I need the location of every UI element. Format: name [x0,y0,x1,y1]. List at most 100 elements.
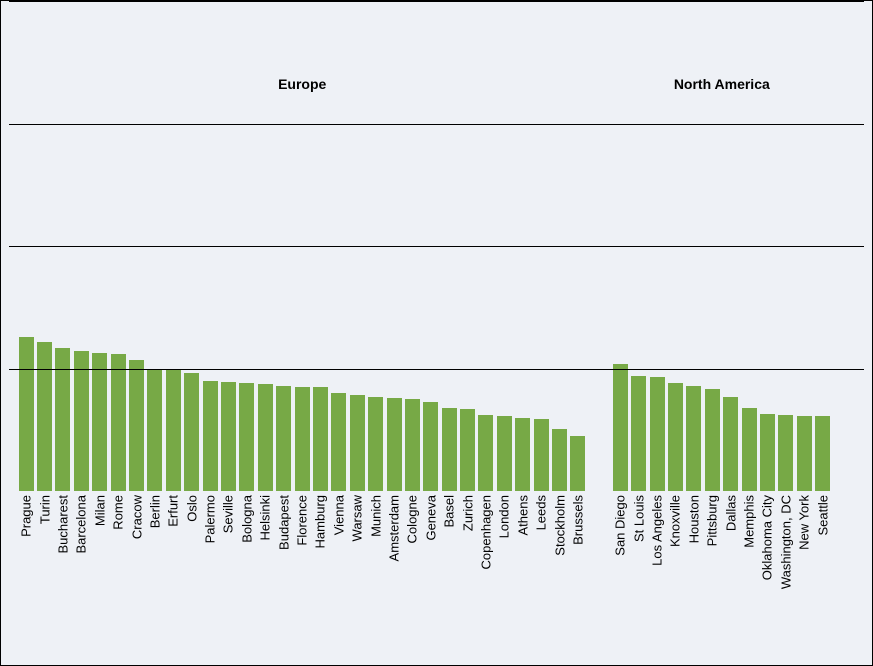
axis-label-cell: Warsaw [348,495,366,665]
bar [146,369,164,492]
bar-fill [387,398,402,491]
axis-label-cell: Geneva [422,495,440,665]
axis-label-cell: Turin [35,495,53,665]
bar [109,354,127,491]
bar [795,416,813,491]
bar-fill [705,389,720,491]
bar [777,415,795,491]
axis-label: Amsterdam [387,495,402,561]
bar-fill [815,416,830,491]
axis-label-cell: Helsinki [256,495,274,665]
bar-fill [37,342,52,491]
bar-fill [423,402,438,491]
bar-fill [478,415,493,491]
bar-fill [331,393,346,491]
axis-label-cell: Munich [366,495,384,665]
axis-label-cell: Bologna [238,495,256,665]
axis-label: Zurich [460,495,475,531]
bar [348,395,366,491]
axis-label: London [497,495,512,538]
bar-fill [552,429,567,491]
bar [477,415,495,491]
axis-label-cell: Seville [219,495,237,665]
axis-label: Athens [515,495,530,535]
bar [550,429,568,491]
bar [256,384,274,491]
bar-fill [313,387,328,491]
bar [685,386,703,491]
bar-chart: EuropeNorth America PragueTurinBucharest… [0,0,873,666]
bar [91,353,109,491]
bar-fill [497,416,512,491]
axis-label-cell: St Louis [630,495,648,665]
bar [293,387,311,491]
axis-label-cell: Rome [109,495,127,665]
axis-label: New York [797,495,812,550]
bar-fill [460,409,475,491]
gridline [9,246,864,247]
region-label: Europe [278,76,326,92]
bar-fill [203,381,218,491]
gridline [9,1,864,2]
axis-label-cell: Barcelona [72,495,90,665]
bar [532,419,550,491]
axis-label-cell: Hamburg [311,495,329,665]
bar-fill [92,353,107,491]
axis-label: Copenhagen [478,495,493,569]
bars-container [9,337,864,491]
bar-fill [166,370,181,491]
plot-area: EuropeNorth America [9,1,864,491]
bar [630,376,648,491]
axis-label-cell: Basel [440,495,458,665]
axis-label-cell: London [495,495,513,665]
axis-label-cell: Washington, DC [777,495,795,665]
bar [611,364,629,491]
axis-label: Oslo [184,495,199,522]
bar-fill [74,351,89,491]
axis-label: St Louis [631,495,646,542]
axis-label-cell: Prague [17,495,35,665]
axis-label: Dallas [723,495,738,531]
axis-label-cell: Houston [685,495,703,665]
axis-label: Warsaw [350,495,365,541]
bar-fill [350,395,365,491]
axis-label: San Diego [613,495,628,556]
axis-label: Florence [295,495,310,546]
axis-label-cell: Palermo [201,495,219,665]
axis-label: Bucharest [55,495,70,554]
axis-label-cell: Leeds [532,495,550,665]
bar-fill [760,414,775,491]
axis-label-cell: San Diego [611,495,629,665]
axis-label: Prague [19,495,34,537]
axis-label-cell: Stockholm [550,495,568,665]
labels-container: PragueTurinBucharestBarcelonaMilanRomeCr… [9,495,864,665]
bar [569,436,587,491]
axis-label: Bologna [239,495,254,543]
bar-fill [650,377,665,491]
bar-fill [442,408,457,491]
bar [164,370,182,491]
bar [72,351,90,491]
bar-fill [405,399,420,491]
axis-label: Hamburg [313,495,328,548]
axis-label: Houston [686,495,701,543]
axis-label: Geneva [423,495,438,541]
axis-label-cell: Milan [91,495,109,665]
bar [740,408,758,491]
bar [366,397,384,491]
axis-label-cell: Oslo [183,495,201,665]
axis-label-cell: Florence [293,495,311,665]
bar [495,416,513,491]
bar-fill [19,337,34,491]
axis-label: Washington, DC [778,495,793,589]
axis-label: Seattle [815,495,830,535]
axis-label-cell: Vienna [330,495,348,665]
axis-label: Budapest [276,495,291,550]
axis-label: Leeds [534,495,549,530]
bar-fill [668,383,683,491]
gridline [9,124,864,125]
axis-label: Pittsburg [705,495,720,546]
axis-label: Los Angeles [650,495,665,566]
axis-label: Munich [368,495,383,537]
bar [666,383,684,491]
